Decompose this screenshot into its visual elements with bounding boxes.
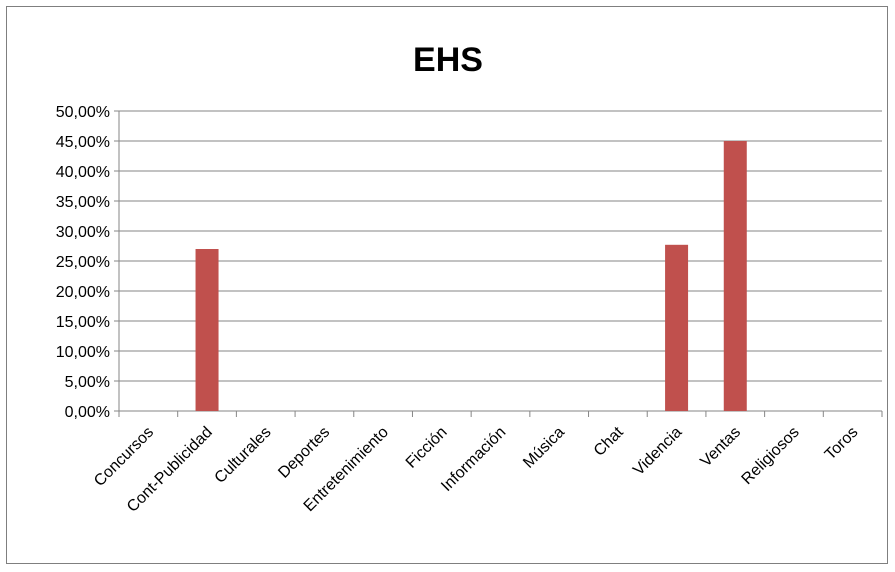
y-tick-label: 0,00% — [65, 404, 110, 421]
bar-videncia — [665, 244, 689, 411]
x-tick-label: Deportes — [275, 424, 333, 482]
x-tick-label: Ficción — [403, 424, 451, 472]
y-tick-label: 35,00% — [56, 194, 110, 211]
bar-ventas — [723, 141, 747, 411]
x-tick-label: Música — [520, 424, 568, 472]
y-tick-label: 10,00% — [56, 344, 110, 361]
y-tick-label: 15,00% — [56, 314, 110, 331]
chart-title: EHS — [413, 41, 483, 79]
x-tick-label: Videncia — [630, 424, 685, 479]
y-tick-label: 40,00% — [56, 164, 110, 181]
y-tick-label: 45,00% — [56, 134, 110, 151]
y-tick-label: 30,00% — [56, 224, 110, 241]
y-tick-label: 5,00% — [65, 374, 110, 391]
x-tick-label: Religiosos — [739, 424, 803, 488]
x-tick-label: Ventas — [697, 424, 744, 471]
x-tick-label: Toros — [822, 424, 862, 464]
y-tick-label: 50,00% — [56, 104, 110, 121]
x-tick-label: Chat — [591, 423, 627, 459]
x-tick-label: Culturales — [212, 424, 275, 487]
bar-cont-publicidad — [195, 249, 219, 411]
y-tick-label: 20,00% — [56, 284, 110, 301]
y-tick-label: 25,00% — [56, 254, 110, 271]
